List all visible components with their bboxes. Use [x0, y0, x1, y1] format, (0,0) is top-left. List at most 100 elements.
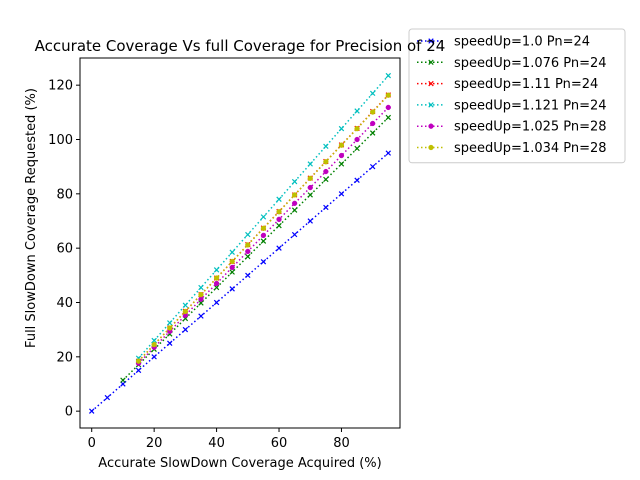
y-tick-label: 0 [65, 405, 73, 420]
data-point [291, 207, 298, 213]
data-point [370, 120, 376, 127]
data-point [338, 191, 345, 197]
series-1 [88, 150, 392, 414]
legend-item-4: speedUp=1.121 Pn=24 [417, 98, 607, 113]
data-point [167, 340, 173, 346]
data-point [229, 249, 235, 255]
data-point [167, 325, 173, 331]
data-point [260, 214, 267, 220]
data-point [135, 367, 142, 374]
plot-area: 0 20 40 60 80 0 20 40 60 80 100 120 [48, 57, 401, 451]
data-point [229, 269, 235, 275]
data-point [198, 296, 204, 302]
data-point [338, 161, 345, 167]
y-tick-label: 20 [56, 350, 73, 365]
data-point [338, 125, 345, 132]
data-point [229, 258, 235, 265]
legend-label: speedUp=1.11 Pn=24 [454, 77, 598, 92]
data-point [323, 143, 329, 150]
data-point [291, 192, 298, 198]
x-tick-label: 40 [208, 436, 225, 451]
data-point [229, 286, 235, 292]
data-point [307, 184, 313, 191]
legend-marker [428, 59, 434, 66]
legend-item-3: speedUp=1.11 Pn=24 [417, 77, 598, 92]
data-point [213, 275, 220, 281]
data-point [338, 152, 345, 159]
data-point [104, 394, 111, 401]
data-point [276, 209, 282, 215]
data-point [385, 104, 391, 111]
data-point [151, 337, 157, 344]
data-point [323, 204, 329, 211]
y-tick-label: 100 [48, 133, 73, 148]
data-point [276, 216, 282, 223]
data-point [182, 302, 189, 308]
data-point [213, 280, 220, 287]
data-point [354, 108, 360, 114]
y-tick-label: 40 [56, 296, 73, 311]
data-point [120, 377, 126, 383]
data-point [354, 125, 360, 132]
data-point [323, 176, 329, 183]
data-point [88, 408, 95, 414]
data-point [260, 232, 267, 239]
data-point [385, 92, 391, 98]
legend-item-5: speedUp=1.025 Pn=28 [417, 120, 607, 135]
data-point [354, 177, 360, 183]
data-point [198, 300, 204, 306]
data-point [198, 284, 204, 291]
legend-marker [428, 38, 434, 44]
data-point [182, 326, 189, 333]
data-point [291, 231, 298, 238]
data-point [198, 291, 204, 298]
data-point [213, 299, 220, 306]
series-6 [135, 92, 391, 364]
data-point [167, 320, 173, 326]
data-point [135, 358, 142, 364]
data-point [323, 168, 329, 175]
data-point [354, 145, 360, 152]
data-point [245, 272, 251, 279]
data-point [260, 238, 267, 244]
data-point [276, 196, 282, 202]
data-point [307, 175, 313, 181]
data-point [307, 161, 313, 167]
data-point [229, 264, 235, 271]
data-point [151, 341, 157, 348]
data-point [245, 242, 251, 248]
legend: speedUp=1.0 Pn=24 speedUp=1.076 Pn=24 spee… [408, 28, 626, 164]
legend-item-1: speedUp=1.0 Pn=24 [417, 35, 590, 50]
data-point [151, 354, 157, 360]
legend-marker [428, 144, 434, 151]
data-point [213, 267, 220, 273]
axes-frame [79, 57, 401, 429]
data-point [385, 150, 392, 156]
y-tick-label: 120 [48, 79, 73, 94]
legend-item-2: speedUp=1.076 Pn=24 [417, 56, 607, 71]
data-point [307, 218, 313, 224]
y-tick-label: 80 [56, 187, 73, 202]
data-point [198, 313, 204, 319]
legend-marker [428, 102, 434, 108]
data-point [276, 245, 282, 251]
x-tick-label: 0 [88, 436, 96, 451]
data-point [260, 259, 267, 265]
data-point [245, 248, 251, 255]
x-tick-label: 60 [271, 436, 288, 451]
legend-label: speedUp=1.121 Pn=24 [454, 98, 607, 113]
x-axis-label: Accurate SlowDown Coverage Acquired (%) [98, 456, 381, 471]
data-point [260, 225, 267, 231]
data-point [276, 222, 282, 229]
data-point [369, 163, 376, 170]
data-point [323, 159, 329, 165]
x-tick-label: 20 [146, 436, 163, 451]
legend-label: speedUp=1.076 Pn=24 [454, 56, 607, 71]
legend-label: speedUp=1.034 Pn=28 [454, 141, 607, 156]
data-point [369, 130, 376, 136]
y-axis-label: Full SlowDown Coverage Requested (%) [24, 88, 39, 348]
legend-box [408, 28, 626, 164]
data-point [291, 178, 298, 185]
x-tick-label: 80 [333, 436, 350, 451]
